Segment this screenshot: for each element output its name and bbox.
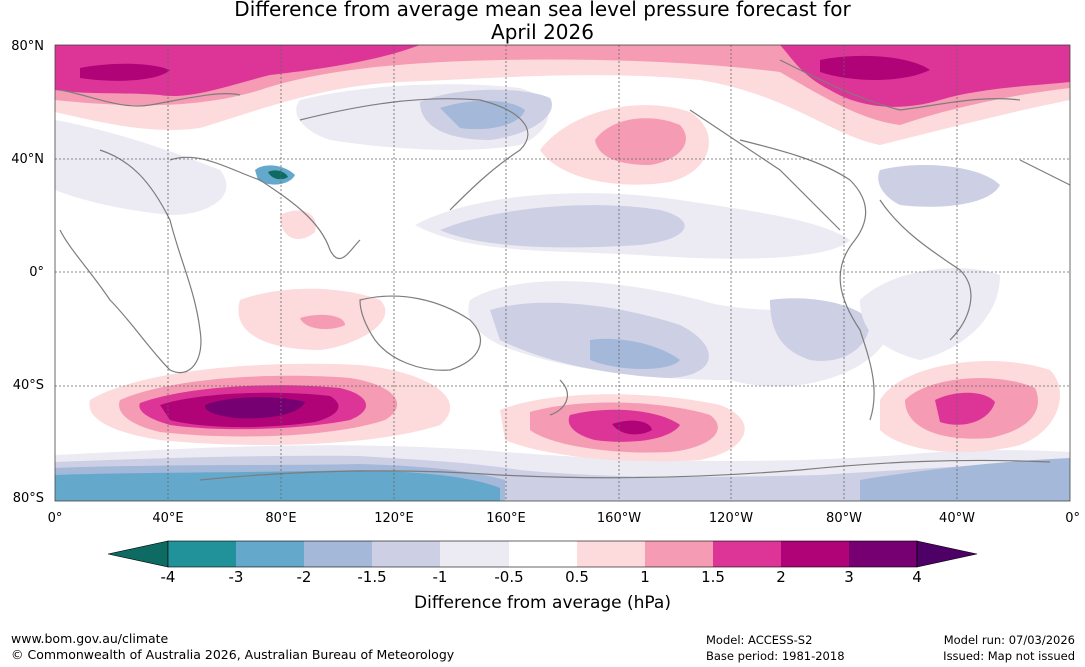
colorbar-bin [577,541,645,567]
colorbar-tick-label: -4 [160,568,176,586]
tibet-negative-spot-core [268,170,288,180]
colorbar-tick-label: -1.5 [357,568,387,586]
colorbar-bin [236,541,304,567]
arctic-core-west [80,63,170,81]
tropical-pacific-negative-inner [440,205,685,248]
lon-label: 0° [1065,511,1080,526]
arctic-positive-band-strong [55,45,420,96]
colorbar-tick-label: -1 [432,568,448,586]
south-pacific-positive-center [612,420,652,435]
map-title-line-2: April 2026 [491,20,594,44]
lon-label: 80°W [826,511,862,526]
lat-label: 0° [29,265,44,280]
lat-label: 80°S [12,491,44,506]
lon-label: 40°E [152,511,184,526]
colorbar-label: Difference from average (hPa) [414,593,671,613]
colorbar-bin [168,541,236,567]
north-pacific-positive-inner [595,118,686,165]
lon-label: 40°W [939,511,975,526]
colorbar-bin [645,541,713,567]
south-pacific-negative-inner [590,338,680,369]
map-title-line-1: Difference from average mean sea level p… [234,0,851,21]
north-atlantic-negative-patch [878,165,1000,207]
colorbar-max-extension [916,540,978,568]
colorbar-tick-label: 1 [640,568,650,586]
colorbar-bin [781,541,849,567]
colorbar-tick-label: 3 [844,568,854,586]
colorbar-tick-label: 4 [912,568,922,586]
colorbar-min-extension [107,540,169,568]
footer-model: Model: ACCESS-S2 [706,633,813,647]
colorbar [107,540,978,568]
anomaly-field [55,45,1070,501]
footer-issued: Issued: Map not issued [943,649,1075,663]
colorbar-tick-label: 1.5 [701,568,725,586]
map-frame [54,44,1071,502]
graticule [55,45,1070,501]
east-pacific-negative-patch [770,298,870,361]
colorbar-tick-label: -2 [296,568,312,586]
indian-ocean-positive-core [205,397,305,419]
lon-label: 160°W [596,511,642,526]
colorbar-bin [304,541,372,567]
colorbar-tick-label: 0.5 [565,568,589,586]
lon-label: 160°E [486,511,526,526]
colorbar-bin [372,541,440,567]
arctic-core-east [820,55,930,80]
lon-label: 0° [47,511,63,526]
footer-website[interactable]: www.bom.gov.au/climate [11,631,169,646]
bay-of-bengal-positive [280,210,316,239]
lat-label: 40°N [11,152,44,167]
colorbar-tick-label: -0.5 [494,568,524,586]
south-atlantic-positive-core [935,392,995,425]
footer-base-period: Base period: 1981-2018 [706,649,845,663]
coastlines [59,59,1070,481]
footer-copyright: © Commonwealth of Australia 2026, Austra… [11,647,455,662]
colorbar-tick-label: 2 [776,568,786,586]
europe-africa-negative-patch [55,120,227,215]
colorbar-bin [440,541,509,567]
southeast-negative-patch [860,458,1070,501]
colorbar-bin [849,541,917,567]
lat-label: 40°S [12,378,44,393]
lon-label: 80°E [265,511,297,526]
colorbar-bin [509,541,577,567]
lat-label: 80°N [11,39,44,54]
colorbar-tick-label: -3 [228,568,244,586]
southern-negative-band-core [55,470,500,501]
footer-model-run: Model run: 07/03/2026 [943,633,1075,647]
indian-ocean-positive-north-inner [300,314,345,330]
colorbar-bin [713,541,781,567]
lon-label: 120°E [374,511,414,526]
lon-label: 120°W [708,511,754,526]
south-america-negative-patch [860,268,1000,360]
